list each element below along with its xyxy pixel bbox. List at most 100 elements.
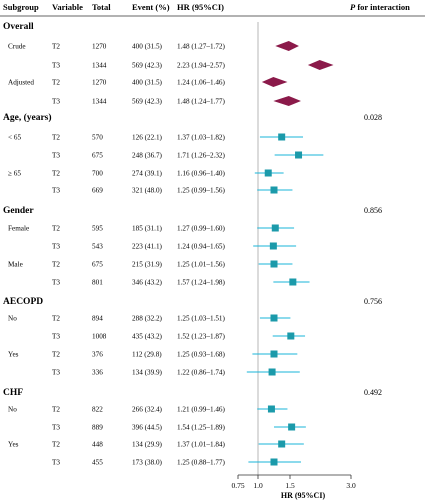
p-interaction-value: 0.756 bbox=[364, 297, 382, 306]
row-event: 134 (39.9) bbox=[132, 369, 163, 377]
row-total: 1344 bbox=[92, 62, 107, 70]
row-hr-ci: 1.71 (1.26–2.32) bbox=[177, 152, 226, 160]
row-total: 448 bbox=[92, 441, 103, 449]
row-hr-ci: 1.48 (1.24–1.77) bbox=[177, 98, 226, 106]
row-variable: T3 bbox=[52, 187, 60, 195]
point-estimate-square bbox=[270, 350, 278, 358]
row-event: 321 (48.0) bbox=[132, 187, 163, 195]
point-estimate-square bbox=[288, 423, 296, 431]
row-event: 274 (39.1) bbox=[132, 170, 163, 178]
header-variable: Variable bbox=[52, 2, 83, 12]
row-event: 400 (31.5) bbox=[132, 79, 163, 87]
row-variable: T3 bbox=[52, 243, 60, 251]
row-event: 346 (43.2) bbox=[132, 279, 163, 287]
point-estimate-square bbox=[287, 332, 295, 340]
group-label: Age, (years) bbox=[3, 112, 52, 123]
header-total: Total bbox=[92, 2, 111, 12]
diamond-marker bbox=[273, 96, 301, 106]
row-variable: T2 bbox=[52, 261, 60, 269]
row-total: 570 bbox=[92, 134, 103, 142]
row-subgroup: ≥ 65 bbox=[8, 170, 21, 178]
row-total: 543 bbox=[92, 243, 103, 251]
row-subgroup: Adjusted bbox=[8, 79, 34, 87]
row-total: 894 bbox=[92, 315, 103, 323]
row-event: 215 (31.9) bbox=[132, 261, 163, 269]
point-estimate-square bbox=[264, 169, 272, 177]
row-subgroup: Crude bbox=[8, 43, 26, 51]
row-hr-ci: 1.22 (0.86–1.74) bbox=[177, 369, 226, 377]
point-estimate-square bbox=[269, 242, 277, 250]
row-total: 675 bbox=[92, 261, 103, 269]
row-variable: T2 bbox=[52, 43, 60, 51]
row-total: 595 bbox=[92, 225, 103, 233]
row-event: 400 (31.5) bbox=[132, 43, 163, 51]
row-variable: T3 bbox=[52, 369, 60, 377]
row-subgroup: No bbox=[8, 315, 17, 323]
x-tick-label: 3.0 bbox=[346, 481, 356, 490]
row-event: 569 (42.3) bbox=[132, 62, 163, 70]
header-hr: HR (95%CI) bbox=[177, 2, 224, 12]
row-hr-ci: 1.16 (0.96–1.40) bbox=[177, 170, 226, 178]
row-hr-ci: 1.48 (1.27–1.72) bbox=[177, 43, 226, 51]
row-hr-ci: 1.57 (1.24–1.98) bbox=[177, 279, 226, 287]
header-p-rest: for interaction bbox=[355, 2, 410, 12]
row-variable: T3 bbox=[52, 152, 60, 160]
header-subgroup: Subgroup bbox=[3, 2, 39, 12]
group-labels: Overall Age, (years) 0.028 Gender 0.856 AECOP… bbox=[3, 22, 382, 398]
diamond-marker bbox=[275, 41, 299, 51]
row-event: 134 (29.9) bbox=[132, 441, 163, 449]
row-total: 1270 bbox=[92, 43, 107, 51]
group-label: CHF bbox=[3, 388, 23, 398]
row-variable: T2 bbox=[52, 441, 60, 449]
row-variable: T2 bbox=[52, 225, 60, 233]
group-label: AECOPD bbox=[3, 297, 43, 307]
row-hr-ci: 1.37 (1.03–1.82) bbox=[177, 134, 226, 142]
rows: Crude T2 1270 400 (31.5) 1.48 (1.27–1.72) T3 1… bbox=[8, 41, 334, 467]
row-hr-ci: 1.21 (0.99–1.46) bbox=[177, 406, 226, 414]
row-variable: T2 bbox=[52, 170, 60, 178]
row-subgroup: Yes bbox=[8, 441, 19, 449]
point-estimate-square bbox=[289, 278, 297, 286]
group-label: Overall bbox=[3, 22, 34, 32]
row-event: 223 (41.1) bbox=[132, 243, 163, 251]
point-estimate-square bbox=[270, 458, 278, 466]
x-tick-label: 1.5 bbox=[285, 481, 295, 490]
point-estimate-square bbox=[270, 314, 278, 322]
row-total: 336 bbox=[92, 369, 103, 377]
row-hr-ci: 1.27 (0.99–1.60) bbox=[177, 225, 226, 233]
point-estimate-square bbox=[271, 224, 279, 232]
row-subgroup: Yes bbox=[8, 351, 19, 359]
row-hr-ci: 1.25 (0.99–1.56) bbox=[177, 187, 226, 195]
x-axis-ticks: 0.75 1.0 1.5 3.0 bbox=[231, 475, 356, 490]
row-subgroup: < 65 bbox=[8, 134, 21, 142]
row-total: 801 bbox=[92, 279, 103, 287]
p-interaction-value: 0.492 bbox=[364, 388, 382, 397]
point-estimate-square bbox=[270, 186, 278, 194]
row-total: 669 bbox=[92, 187, 103, 195]
row-variable: T2 bbox=[52, 351, 60, 359]
row-variable: T3 bbox=[52, 459, 60, 467]
header-event: Event (%) bbox=[132, 2, 170, 12]
point-estimate-square bbox=[270, 260, 278, 268]
row-event: 185 (31.1) bbox=[132, 225, 163, 233]
row-hr-ci: 1.24 (1.06–1.46) bbox=[177, 79, 226, 87]
row-subgroup: Female bbox=[8, 225, 29, 233]
row-variable: T3 bbox=[52, 424, 60, 432]
p-interaction-value: 0.856 bbox=[364, 206, 382, 215]
x-tick-label: 0.75 bbox=[231, 481, 244, 490]
row-variable: T2 bbox=[52, 406, 60, 414]
point-estimate-square bbox=[278, 440, 286, 448]
row-hr-ci: 2.23 (1.94–2.57) bbox=[177, 62, 226, 70]
row-total: 1344 bbox=[92, 98, 107, 106]
x-tick-label: 1.0 bbox=[253, 481, 263, 490]
row-variable: T3 bbox=[52, 98, 60, 106]
row-hr-ci: 1.54 (1.25–1.89) bbox=[177, 424, 226, 432]
row-event: 248 (36.7) bbox=[132, 152, 163, 160]
row-hr-ci: 1.25 (1.03–1.51) bbox=[177, 315, 226, 323]
point-estimate-square bbox=[268, 368, 276, 376]
row-event: 173 (38.0) bbox=[132, 459, 163, 467]
row-event: 266 (32.4) bbox=[132, 406, 163, 414]
header-p-interaction: P for interaction bbox=[350, 2, 410, 12]
row-total: 1270 bbox=[92, 79, 107, 87]
